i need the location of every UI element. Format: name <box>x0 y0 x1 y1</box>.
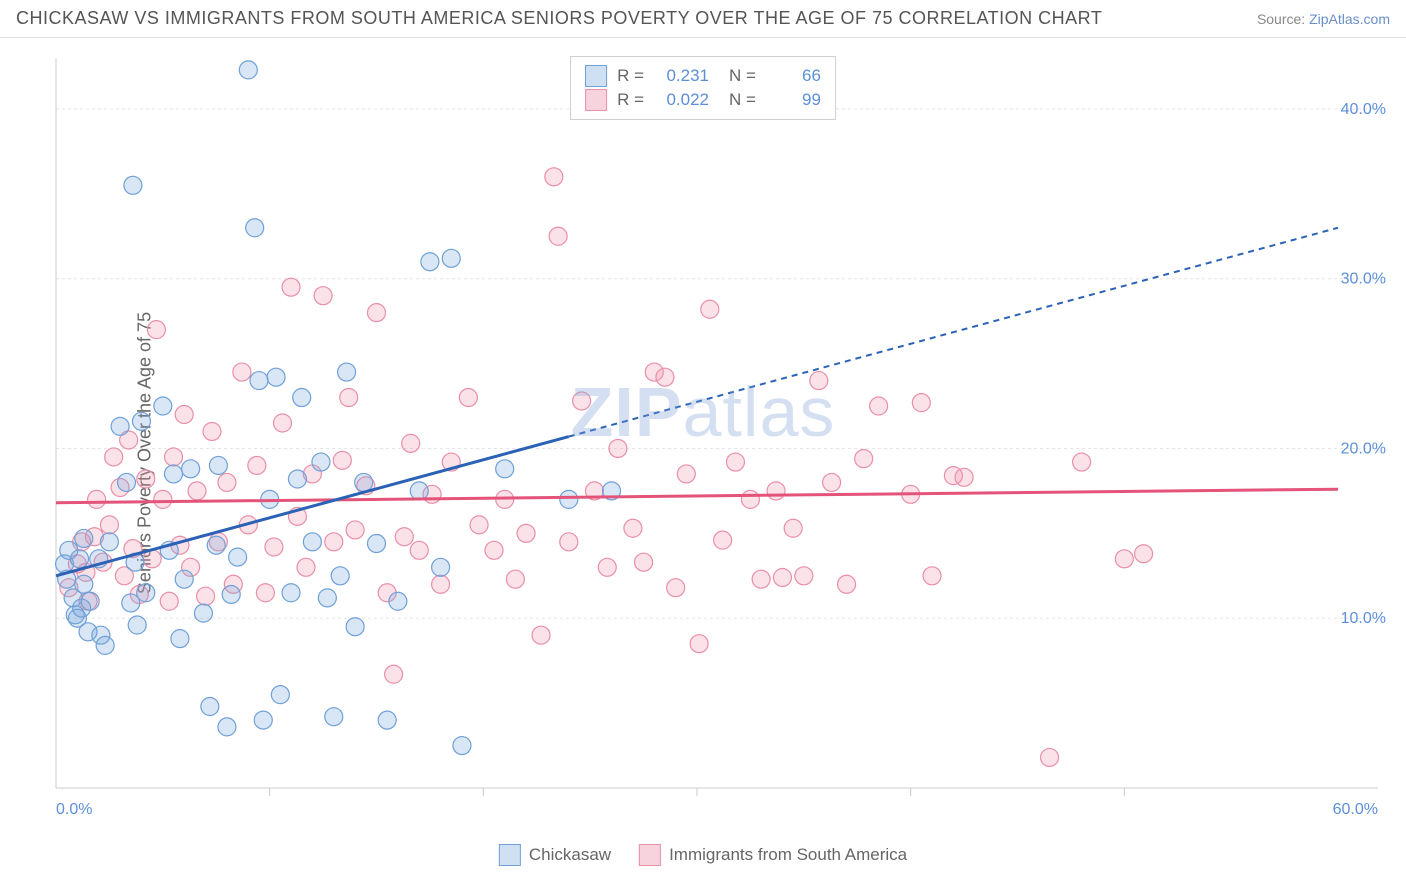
x-max-label: 60.0% <box>1333 801 1378 818</box>
swatch-immigrants <box>639 844 661 866</box>
n-value-immigrants: 99 <box>766 90 821 110</box>
r-label: R = <box>617 66 644 86</box>
svg-text:10.0%: 10.0% <box>1341 610 1386 627</box>
series-legend: Chickasaw Immigrants from South America <box>499 844 907 866</box>
legend-label-immigrants: Immigrants from South America <box>669 845 907 865</box>
n-label: N = <box>729 90 756 110</box>
trend-immigrants <box>56 489 1338 503</box>
source-link[interactable]: ZipAtlas.com <box>1309 11 1390 27</box>
swatch-chickasaw <box>585 65 607 87</box>
chart-title: CHICKASAW VS IMMIGRANTS FROM SOUTH AMERI… <box>16 8 1102 29</box>
legend-item-chickasaw: Chickasaw <box>499 844 611 866</box>
svg-text:30.0%: 30.0% <box>1341 271 1386 288</box>
legend-row-chickasaw: R = 0.231 N = 66 <box>585 65 821 87</box>
n-value-chickasaw: 66 <box>766 66 821 86</box>
svg-text:40.0%: 40.0% <box>1341 101 1386 118</box>
n-label: N = <box>729 66 756 86</box>
trend-chickasaw <box>56 228 1338 576</box>
source-attribution: Source: ZipAtlas.com <box>1257 11 1390 27</box>
correlation-legend: R = 0.231 N = 66 R = 0.022 N = 99 <box>570 56 836 120</box>
chart-header: CHICKASAW VS IMMIGRANTS FROM SOUTH AMERI… <box>0 0 1406 38</box>
legend-row-immigrants: R = 0.022 N = 99 <box>585 89 821 111</box>
x-origin-label: 0.0% <box>56 801 92 818</box>
r-value-chickasaw: 0.231 <box>654 66 709 86</box>
scatter-plot: 10.0% 20.0% 30.0% 40.0% 0.0% 60.0% <box>48 48 1388 838</box>
chart-area: Seniors Poverty Over the Age of 75 10.0%… <box>0 38 1406 868</box>
legend-item-immigrants: Immigrants from South America <box>639 844 907 866</box>
swatch-immigrants <box>585 89 607 111</box>
swatch-chickasaw <box>499 844 521 866</box>
series-chickasaw <box>56 61 621 755</box>
r-label: R = <box>617 90 644 110</box>
svg-text:20.0%: 20.0% <box>1341 440 1386 457</box>
source-prefix: Source: <box>1257 11 1309 27</box>
r-value-immigrants: 0.022 <box>654 90 709 110</box>
legend-label-chickasaw: Chickasaw <box>529 845 611 865</box>
